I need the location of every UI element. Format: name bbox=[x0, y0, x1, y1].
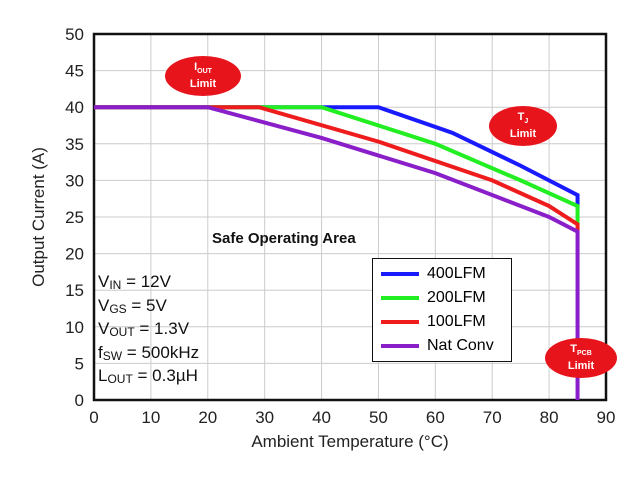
y-tick-label: 50 bbox=[65, 25, 84, 44]
x-axis-label: Ambient Temperature (°C) bbox=[251, 432, 448, 451]
condition-lout: LOUT = 0.3µH bbox=[98, 366, 198, 386]
y-tick-label: 40 bbox=[65, 98, 84, 117]
conditions: VIN = 12V VGS = 5V VOUT = 1.3V fSW = 500… bbox=[98, 272, 199, 390]
legend-item-100lfm: 100LFM bbox=[381, 310, 511, 334]
x-tick-label: 40 bbox=[312, 408, 331, 427]
legend-item-400lfm: 400LFM bbox=[381, 262, 511, 286]
tpcb-limit-badge: TPCB Limit bbox=[545, 338, 617, 378]
y-tick-label: 20 bbox=[65, 245, 84, 264]
condition-vin: VIN = 12V bbox=[98, 272, 171, 292]
y-tick-label: 30 bbox=[65, 171, 84, 190]
legend-item-200lfm: 200LFM bbox=[381, 286, 511, 310]
x-tick-label: 80 bbox=[540, 408, 559, 427]
plot-border bbox=[92, 32, 608, 402]
condition-vgs: VGS = 5V bbox=[98, 295, 167, 316]
condition-vout: VOUT = 1.3V bbox=[98, 319, 190, 339]
tj-limit-badge: TJ Limit bbox=[489, 106, 557, 146]
x-tick-label: 90 bbox=[597, 408, 616, 427]
safe-operating-area-label: Safe Operating Area bbox=[212, 230, 356, 247]
x-tick-label: 50 bbox=[369, 408, 388, 427]
x-tick-label: 10 bbox=[141, 408, 160, 427]
y-tick-label: 15 bbox=[65, 281, 84, 300]
iout-limit-badge: IOUT Limit bbox=[165, 56, 241, 96]
y-tick-label: 45 bbox=[65, 62, 84, 81]
y-tick-label: 0 bbox=[75, 391, 84, 410]
x-tick-label: 60 bbox=[426, 408, 445, 427]
y-tick-label: 25 bbox=[65, 208, 84, 227]
x-tick-label: 30 bbox=[255, 408, 274, 427]
legend-item-nat-conv: Nat Conv bbox=[381, 334, 511, 358]
series-line-nat-conv bbox=[94, 105, 580, 400]
series-line-200lfm bbox=[94, 105, 580, 225]
x-tick-label: 20 bbox=[198, 408, 217, 427]
y-tick-label: 10 bbox=[65, 318, 84, 337]
y-tick-label: 5 bbox=[75, 354, 84, 373]
series-line-400lfm bbox=[94, 105, 580, 210]
series-line-100lfm bbox=[94, 105, 580, 232]
condition-fsw: fSW = 500kHz bbox=[98, 342, 200, 363]
x-tick-label: 70 bbox=[483, 408, 502, 427]
y-axis-label: Output Current (A) bbox=[29, 147, 48, 287]
x-tick-label: 0 bbox=[89, 408, 98, 427]
y-tick-label: 35 bbox=[65, 135, 84, 154]
legend: 400LFM 200LFM 100LFM Nat Conv bbox=[372, 258, 512, 362]
